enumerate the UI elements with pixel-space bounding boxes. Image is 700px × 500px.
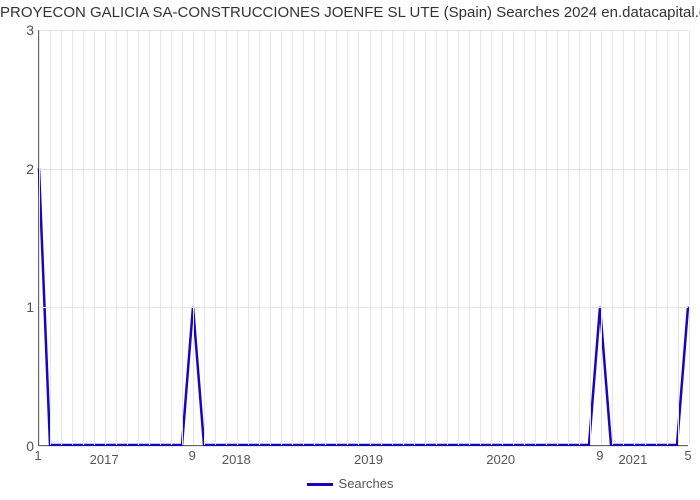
gridline-v <box>392 30 393 445</box>
legend-swatch <box>307 483 333 486</box>
gridline-v <box>524 30 525 445</box>
gridline-v <box>105 30 106 445</box>
gridline-v <box>259 30 260 445</box>
gridline-v <box>535 30 536 445</box>
gridline-v <box>358 30 359 445</box>
gridline-v <box>39 30 40 445</box>
x-tick-label: 2017 <box>90 452 119 467</box>
x-tick-label: 2019 <box>354 452 383 467</box>
gridline-v <box>634 30 635 445</box>
gridline-v <box>546 30 547 445</box>
gridline-v <box>314 30 315 445</box>
x-tick-label: 2018 <box>222 452 251 467</box>
data-point-label: 9 <box>189 448 196 463</box>
data-point-label: 9 <box>596 448 603 463</box>
gridline-v <box>513 30 514 445</box>
gridline-v <box>579 30 580 445</box>
gridline-v <box>447 30 448 445</box>
gridline-v <box>645 30 646 445</box>
gridline-v <box>678 30 679 445</box>
gridline-v <box>425 30 426 445</box>
gridline-v <box>215 30 216 445</box>
gridline-v <box>370 30 371 445</box>
gridline-v <box>193 30 194 445</box>
y-tick-label: 2 <box>16 161 34 177</box>
gridline-v <box>204 30 205 445</box>
gridline-v <box>689 30 690 445</box>
gridline-v <box>281 30 282 445</box>
gridline-v <box>502 30 503 445</box>
gridline-v <box>94 30 95 445</box>
gridline-v <box>116 30 117 445</box>
gridline-v <box>50 30 51 445</box>
data-point-label: 5 <box>684 448 691 463</box>
gridline-v <box>623 30 624 445</box>
x-tick-label: 2021 <box>618 452 647 467</box>
gridline-v <box>458 30 459 445</box>
gridline-h <box>39 446 688 447</box>
gridline-v <box>414 30 415 445</box>
gridline-v <box>480 30 481 445</box>
gridline-v <box>171 30 172 445</box>
gridline-v <box>160 30 161 445</box>
gridline-v <box>127 30 128 445</box>
gridline-v <box>336 30 337 445</box>
gridline-v <box>237 30 238 445</box>
gridline-v <box>568 30 569 445</box>
gridline-v <box>83 30 84 445</box>
gridline-v <box>226 30 227 445</box>
gridline-v <box>491 30 492 445</box>
data-point-label: 1 <box>34 448 41 463</box>
gridline-v <box>292 30 293 445</box>
legend-label: Searches <box>339 476 394 491</box>
gridline-v <box>270 30 271 445</box>
gridline-v <box>469 30 470 445</box>
gridline-v <box>403 30 404 445</box>
gridline-v <box>557 30 558 445</box>
gridline-v <box>303 30 304 445</box>
gridline-v <box>436 30 437 445</box>
gridline-v <box>72 30 73 445</box>
plot-area <box>38 30 688 446</box>
chart-title: PROYECON GALICIA SA-CONSTRUCCIONES JOENF… <box>0 4 700 21</box>
gridline-v <box>601 30 602 445</box>
gridline-v <box>381 30 382 445</box>
gridline-v <box>61 30 62 445</box>
gridline-v <box>347 30 348 445</box>
gridline-v <box>612 30 613 445</box>
gridline-v <box>590 30 591 445</box>
x-tick-label: 2020 <box>486 452 515 467</box>
gridline-v <box>138 30 139 445</box>
gridline-v <box>149 30 150 445</box>
y-tick-label: 3 <box>16 22 34 38</box>
gridline-v <box>656 30 657 445</box>
y-tick-label: 0 <box>16 438 34 454</box>
gridline-v <box>325 30 326 445</box>
y-tick-label: 1 <box>16 299 34 315</box>
gridline-v <box>248 30 249 445</box>
gridline-v <box>667 30 668 445</box>
gridline-v <box>182 30 183 445</box>
legend: Searches <box>0 476 700 491</box>
